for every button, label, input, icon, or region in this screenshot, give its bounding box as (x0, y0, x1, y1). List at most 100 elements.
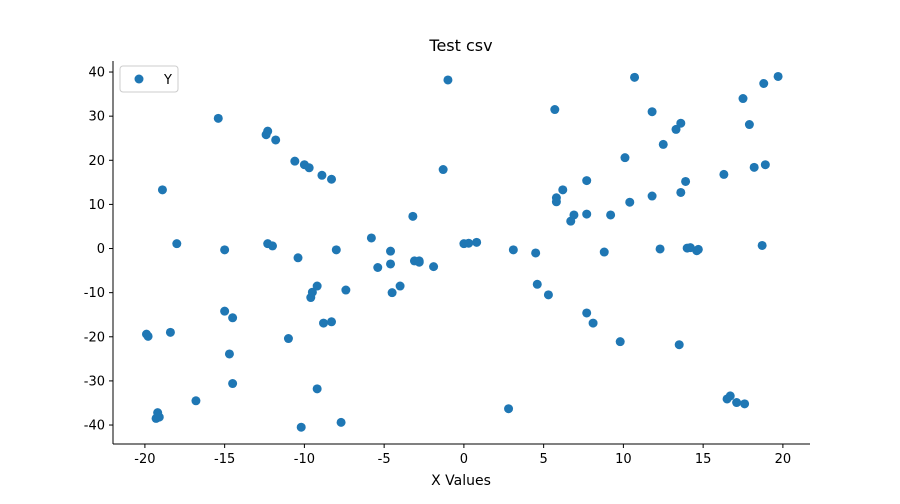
data-point (504, 404, 514, 414)
data-point (373, 263, 383, 273)
data-point (165, 327, 175, 337)
data-point (532, 279, 542, 289)
data-point (620, 153, 630, 163)
data-point (290, 156, 300, 166)
data-point (658, 139, 668, 149)
data-point (213, 113, 223, 123)
data-point (157, 185, 167, 195)
data-point (293, 253, 303, 263)
x-axis-ticks: -20 -15 -10 -5 0 5 10 15 20 (134, 444, 791, 467)
data-point (508, 245, 518, 255)
data-point (725, 391, 735, 401)
data-point (395, 281, 405, 291)
data-point (220, 245, 230, 255)
y-tick-label: -30 (84, 374, 105, 389)
x-axis-title: X Values (431, 473, 491, 489)
data-point (408, 211, 418, 221)
y-tick-label: 30 (88, 110, 105, 125)
data-point (558, 185, 568, 195)
data-point (550, 105, 560, 115)
data-point (387, 288, 397, 298)
x-tick-label: -20 (134, 452, 155, 467)
data-point (386, 259, 396, 269)
x-tick-label: 15 (695, 452, 712, 467)
data-point (681, 176, 691, 186)
x-tick-label: -5 (378, 452, 391, 467)
data-point (732, 398, 742, 408)
data-point (531, 248, 541, 258)
data-point (429, 262, 439, 272)
data-point (599, 247, 609, 257)
data-point (647, 191, 657, 201)
y-tick-label: 40 (88, 66, 105, 81)
data-point (271, 135, 281, 145)
data-point (283, 334, 293, 344)
x-tick-label: 0 (460, 452, 468, 467)
data-point (366, 233, 376, 243)
legend-box (119, 65, 179, 93)
data-point (438, 165, 448, 175)
data-point (327, 317, 337, 327)
data-point (304, 163, 314, 173)
data-point (543, 290, 553, 300)
data-point (154, 412, 164, 422)
data-point (676, 187, 686, 197)
data-point (312, 384, 322, 394)
data-point (228, 313, 238, 323)
data-point (312, 281, 322, 291)
data-point (655, 244, 665, 254)
data-point (773, 71, 783, 81)
data-point (336, 417, 346, 427)
data-point (386, 246, 396, 256)
data-point (674, 340, 684, 350)
data-point (331, 245, 341, 255)
data-point (671, 124, 681, 134)
y-tick-label: 10 (88, 198, 105, 213)
data-point (630, 72, 640, 82)
data-point (738, 94, 748, 104)
data-point (472, 237, 482, 247)
data-point (172, 239, 182, 249)
data-point (267, 241, 277, 251)
data-point (414, 256, 424, 266)
legend-label: Y (163, 73, 172, 88)
data-point (582, 176, 592, 186)
data-point (749, 162, 759, 172)
data-point (224, 349, 234, 359)
data-point (740, 399, 750, 409)
data-point (759, 79, 769, 89)
data-point (191, 396, 201, 406)
data-point (744, 120, 754, 130)
data-point (307, 287, 317, 297)
legend: Y (119, 65, 179, 93)
data-point (551, 197, 561, 207)
data-point (319, 318, 329, 328)
x-tick-label: -10 (294, 452, 315, 467)
data-point (676, 118, 686, 128)
data-point (582, 209, 592, 219)
data-point (228, 379, 238, 389)
data-point (443, 75, 453, 85)
x-tick-label: 20 (775, 452, 792, 467)
data-point (317, 170, 327, 180)
y-tick-label: -40 (84, 419, 105, 434)
y-tick-label: -10 (84, 286, 105, 301)
data-point (615, 337, 625, 347)
data-point (327, 174, 337, 184)
data-point (296, 422, 306, 432)
x-tick-label: 10 (615, 452, 632, 467)
y-tick-label: 0 (97, 242, 105, 257)
legend-marker (134, 74, 144, 84)
data-point (760, 160, 770, 170)
data-point (582, 308, 592, 318)
data-point (220, 306, 230, 316)
data-point (693, 244, 703, 254)
data-point (263, 126, 273, 136)
data-point (143, 331, 153, 341)
data-point (464, 238, 474, 248)
x-tick-label: -15 (214, 452, 235, 467)
y-tick-label: 20 (88, 154, 105, 169)
data-point (569, 210, 579, 220)
